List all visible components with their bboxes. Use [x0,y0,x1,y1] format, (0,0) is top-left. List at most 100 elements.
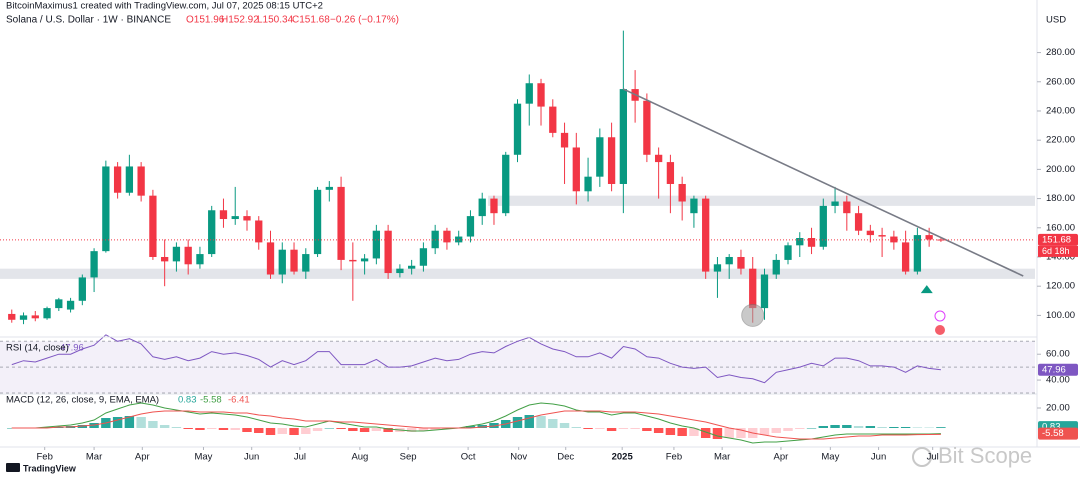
macd-histogram-bar [406,428,417,432]
x-tick-label: 2025 [612,452,634,463]
x-tick-label: Dec [557,452,574,463]
candle-body [525,83,533,104]
macd-line [11,402,941,444]
candle-body [725,256,733,265]
candle-body [901,242,910,272]
macd-histogram-bar [783,428,793,431]
candle-body [702,198,710,272]
ohlc-open: O151.96 [186,15,225,26]
candle-body [807,238,816,247]
macd-histogram-bar [112,417,123,428]
candle-body [937,239,945,241]
candle-body [760,274,769,309]
change: −0.26 (−0.17%) [330,15,399,26]
candle-body [596,137,604,177]
value-label: 47.96 [1042,364,1066,375]
macd-histogram-bar [795,428,805,429]
candle-body [55,299,63,309]
macd-histogram-bar [159,425,170,428]
currency: USD [1046,15,1066,26]
countdown: 6d 18h [1042,246,1070,256]
y-tick-label: 100.00 [1046,310,1075,321]
countdown-bg [1038,245,1078,257]
macd-histogram-bar [736,428,746,438]
macd-legend-value: -6.41 [228,395,250,406]
candle-body [184,246,192,265]
candle-body [643,100,651,155]
x-tick-label: Jul [927,452,939,463]
macd-title: MACD (12, 26, close, 9, EMA, EMA) [6,395,159,406]
macd-histogram-bar [324,428,335,429]
x-tick-label: Jul [294,452,306,463]
macd-histogram-bar [712,428,723,439]
candle-body [690,198,698,214]
plot-layer: 47.96 0.83 -5.58 -6.41 [0,30,1036,444]
macd-histogram-bar [418,428,429,431]
candle-body [619,89,627,184]
y-tick-label: 220.00 [1046,135,1075,146]
y-tick-label: 20.00 [1046,403,1070,414]
candle-body [584,176,592,192]
candle-body [678,183,686,202]
candle-body [925,235,933,240]
y-tick-label: 140.00 [1046,252,1075,263]
macd-histogram-bar [759,428,770,435]
macd-histogram-bar [254,428,264,433]
macd-histogram-bar [653,428,664,433]
x-tick-label: Feb [666,452,682,463]
macd-histogram-bar [548,419,558,428]
macd-histogram-bar [865,426,876,428]
zone [488,195,1036,206]
candle-body [396,268,404,274]
ohlc-high: H152.92 [221,15,259,26]
zone [0,268,1035,279]
candle-body [31,315,39,319]
candle-body [43,308,51,319]
candle-body [854,213,863,231]
candle-body [572,147,580,192]
macd-histogram-bar [371,428,382,431]
y-tick-label: 160.00 [1046,222,1075,233]
x-tick-label: Jun [871,452,886,463]
candle-body [349,259,357,262]
candle-body [749,268,757,309]
credit: BitcoinMaximus1 created with TradingView… [6,1,323,12]
candle-body [219,210,228,220]
candle-body [372,230,381,259]
y-tick-label: 200.00 [1046,164,1075,175]
candle-body [713,264,722,272]
candle-body [137,166,145,196]
macd-histogram-bar [183,428,193,429]
macd-histogram-bar [889,427,899,428]
candle-body [102,166,110,252]
y-tick-label: 120.00 [1046,281,1075,292]
macd-histogram-bar [771,428,781,433]
macd-histogram-bar [465,426,476,428]
watermark-icon [912,447,932,467]
macd-histogram-bar [383,428,393,432]
macd-histogram-bar [207,428,217,429]
x-tick-label: Aug [351,452,368,463]
candle-body [196,254,204,265]
macd-histogram-bar [195,428,205,430]
candle-body [78,277,86,301]
logo-icon [6,463,20,472]
y-tick-label: 40.00 [1046,375,1070,386]
candle-body [866,230,874,236]
macd-histogram-bar [724,428,734,438]
candle-body [537,83,545,107]
x-tick-label: Apr [774,452,789,463]
y-tick-label: 60.00 [1046,349,1070,360]
value-label-bg [1038,363,1078,376]
x-tick-label: Mar [86,452,102,463]
candle-body [325,186,333,190]
candle-body [290,249,298,272]
macd-histogram-bar [853,426,864,428]
candle-body [654,154,663,163]
ohlc-close: C151.68 [292,15,330,26]
candle-body [549,106,557,133]
x-tick-label: May [821,452,839,463]
x-tick-label: Mar [714,452,730,463]
macd-histogram-bar [359,428,370,432]
candle-body [19,315,28,320]
